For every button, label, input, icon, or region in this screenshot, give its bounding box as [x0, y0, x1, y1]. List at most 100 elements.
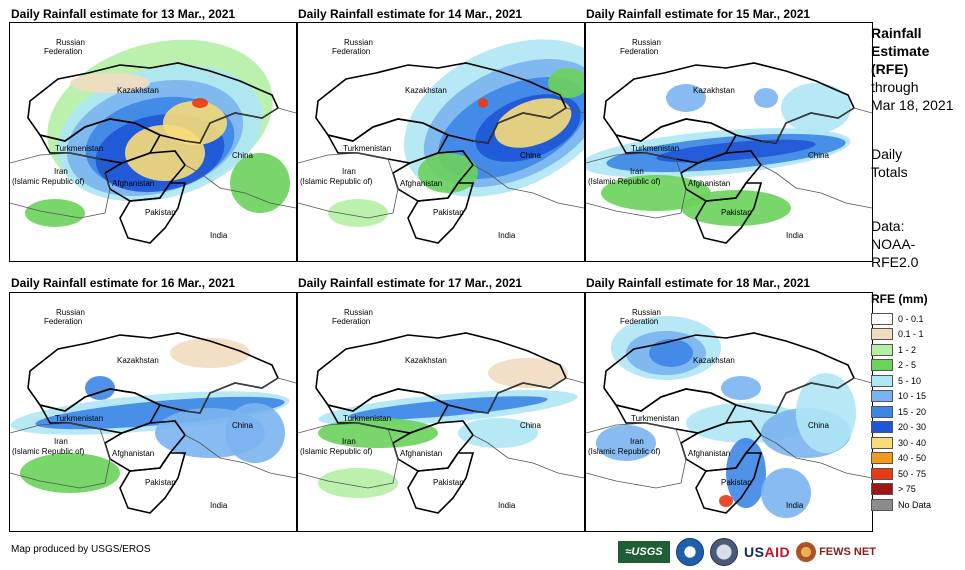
rainfall-area	[548, 68, 584, 98]
legend-item: 0.1 - 1	[871, 327, 931, 343]
rainfall-area	[192, 98, 208, 108]
legend-item: 1 - 2	[871, 342, 931, 358]
rainfall-area	[20, 453, 120, 493]
legend-label: 2 - 5	[898, 360, 917, 371]
country-label-russia-2: Federation	[620, 47, 658, 56]
rainfall-area	[348, 396, 548, 420]
legend-item: 40 - 50	[871, 451, 931, 467]
legend-label: 10 - 15	[898, 391, 927, 402]
legend-label: 30 - 40	[898, 437, 927, 448]
sidebar-totals: Totals	[871, 164, 908, 180]
legend-item: 10 - 15	[871, 389, 931, 405]
usaid-logo-aid: AID	[764, 544, 791, 560]
legend-swatch	[871, 467, 893, 480]
rainfall-area	[754, 88, 778, 108]
country-label-russia-2: Federation	[620, 317, 658, 326]
rainfall-area	[328, 199, 388, 227]
country-label-kazakhstan: Kazakhstan	[117, 86, 159, 95]
legend-swatch	[871, 359, 893, 372]
country-label-afghanistan: Afghanistan	[688, 449, 730, 458]
legend-swatch	[871, 405, 893, 418]
logo-strip: ≈USGS USAID FEWS NET	[618, 538, 876, 566]
rainfall-area	[681, 190, 791, 226]
usaid-logo-us: US	[744, 544, 765, 560]
map-panel-6: Russian Federation Kazakhstan Turkmenistan I…	[585, 292, 873, 532]
country-label-turkmenistan: Turkmenistan	[55, 414, 103, 423]
country-label-russia-1: Russian	[632, 308, 661, 317]
panel-title-6: Daily Rainfall estimate for 18 Mar., 202…	[586, 276, 811, 290]
country-label-pakistan: Pakistan	[145, 208, 176, 217]
legend-swatch	[871, 498, 893, 511]
legend-swatch	[871, 436, 893, 449]
country-label-iran-1: Iran	[54, 167, 68, 176]
panel-title-2: Daily Rainfall estimate for 14 Mar., 202…	[298, 7, 523, 21]
legend-label: 50 - 75	[898, 468, 927, 479]
country-border	[298, 422, 399, 489]
country-border	[407, 452, 475, 514]
country-label-russia-1: Russian	[56, 308, 85, 317]
usaid-logo: USAID	[744, 544, 790, 560]
legend-label: 1 - 2	[898, 344, 917, 355]
sidebar-heading-3: (RFE)	[871, 61, 909, 77]
panel-title-1: Daily Rainfall estimate for 13 Mar., 202…	[11, 7, 236, 21]
noaa-logo	[676, 538, 704, 566]
country-label-russia-2: Federation	[332, 317, 370, 326]
country-border	[298, 152, 399, 219]
legend-label: > 75	[898, 484, 916, 495]
map-panel-5: Russian Federation Kazakhstan Turkmenistan I…	[297, 292, 585, 532]
country-border	[10, 152, 111, 219]
sidebar-heading-2: Estimate	[871, 43, 930, 59]
usgs-logo: ≈USGS	[618, 541, 670, 563]
country-border	[472, 377, 584, 414]
country-label-iran-2: (Islamic Republic of)	[300, 177, 373, 186]
legend-swatch	[871, 312, 893, 325]
country-label-russia-1: Russian	[344, 308, 373, 317]
country-label-kazakhstan: Kazakhstan	[405, 356, 447, 365]
legend: 0 - 0.1 0.1 - 1 1 - 2 2 - 5 5 - 10 10 - 15 15 …	[871, 311, 931, 513]
country-border	[760, 164, 872, 209]
country-label-india: India	[210, 501, 228, 510]
rainfall-area	[70, 73, 150, 93]
rainfall-area	[170, 338, 250, 368]
rainfall-area	[596, 425, 656, 461]
country-label-iran-2: (Islamic Republic of)	[588, 177, 661, 186]
country-label-china: China	[520, 151, 541, 160]
country-label-iran-2: (Islamic Republic of)	[12, 447, 85, 456]
country-border	[184, 107, 296, 144]
rainfall-area	[85, 376, 115, 400]
legend-label: 20 - 30	[898, 422, 927, 433]
legend-swatch	[871, 421, 893, 434]
country-border	[184, 377, 296, 414]
map-panel-1: Russian Federation Kazakhstan Turkmenistan I…	[9, 22, 297, 262]
rainfall-area	[318, 468, 398, 498]
legend-item: > 75	[871, 482, 931, 498]
rainfall-area	[726, 438, 766, 508]
sidebar-heading: Rainfall Estimate (RFE) through Mar 18, …	[871, 24, 954, 114]
country-label-kazakhstan: Kazakhstan	[117, 356, 159, 365]
country-label-turkmenistan: Turkmenistan	[55, 144, 103, 153]
country-label-india: India	[498, 231, 516, 240]
country-border	[119, 452, 187, 514]
sidebar-through: through	[871, 79, 919, 95]
legend-label: 5 - 10	[898, 375, 922, 386]
legend-swatch	[871, 343, 893, 356]
legend-item: 15 - 20	[871, 404, 931, 420]
country-border	[586, 422, 687, 489]
country-border	[695, 182, 763, 244]
country-border	[407, 182, 475, 244]
rainfall-area	[796, 373, 856, 453]
country-border	[119, 182, 187, 244]
country-label-china: China	[232, 421, 253, 430]
country-label-china: China	[232, 151, 253, 160]
rainfall-area	[494, 98, 572, 148]
country-label-iran-1: Iran	[342, 167, 356, 176]
country-label-kazakhstan: Kazakhstan	[693, 86, 735, 95]
legend-title: RFE (mm)	[871, 292, 928, 306]
rainfall-area	[656, 139, 816, 163]
sidebar-data-src-1: NOAA-	[871, 236, 916, 252]
rainfall-area	[230, 153, 290, 213]
sidebar-data-label: Data:	[871, 218, 905, 234]
